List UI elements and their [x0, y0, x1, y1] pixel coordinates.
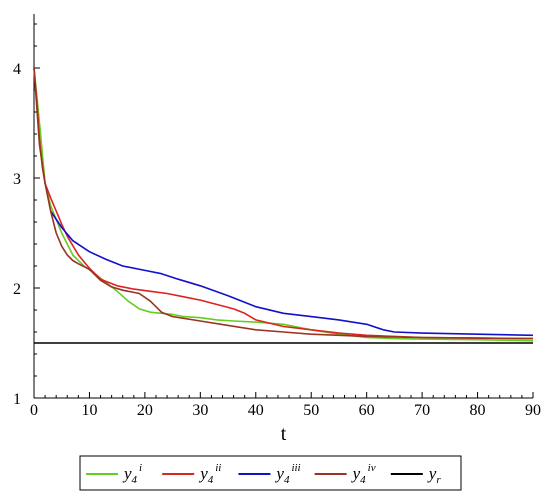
legend-label-4: y4iv — [351, 462, 376, 486]
x-tick-label: 50 — [303, 402, 319, 419]
y-tick-label: 1 — [13, 391, 21, 408]
axes — [33, 14, 534, 399]
series-line-1 — [33, 67, 534, 342]
y-tick-label: 4 — [13, 61, 21, 78]
legend-label-2: y4ii — [198, 462, 221, 486]
legend-label-3: y4iii — [274, 462, 300, 486]
x-tick-label: 20 — [137, 402, 153, 419]
x-tick-label: 60 — [359, 402, 375, 419]
x-axis-label: t — [281, 423, 287, 445]
legend: y4i y4ii y4iii y4iv yr — [79, 455, 462, 491]
x-tick-label: 0 — [30, 402, 38, 419]
legend-label-1: y4i — [122, 462, 142, 486]
y-tick-label: 3 — [13, 171, 21, 188]
x-tick-label: 70 — [414, 402, 430, 419]
tick-labels: 0 10 20 30 40 50 60 70 80 90 1 2 3 4 — [13, 61, 541, 419]
x-tick-label: 10 — [81, 402, 97, 419]
x-tick-label: 90 — [525, 402, 541, 419]
legend-label-5: yr — [427, 464, 442, 486]
x-tick-label: 80 — [470, 402, 486, 419]
x-tick-label: 30 — [192, 402, 208, 419]
series-line-4 — [33, 67, 534, 340]
x-tick-label: 40 — [248, 402, 264, 419]
series-line-3 — [49, 210, 534, 337]
series-line-2 — [33, 67, 534, 340]
y-tick-label: 2 — [13, 281, 21, 298]
series-lines — [33, 67, 534, 344]
